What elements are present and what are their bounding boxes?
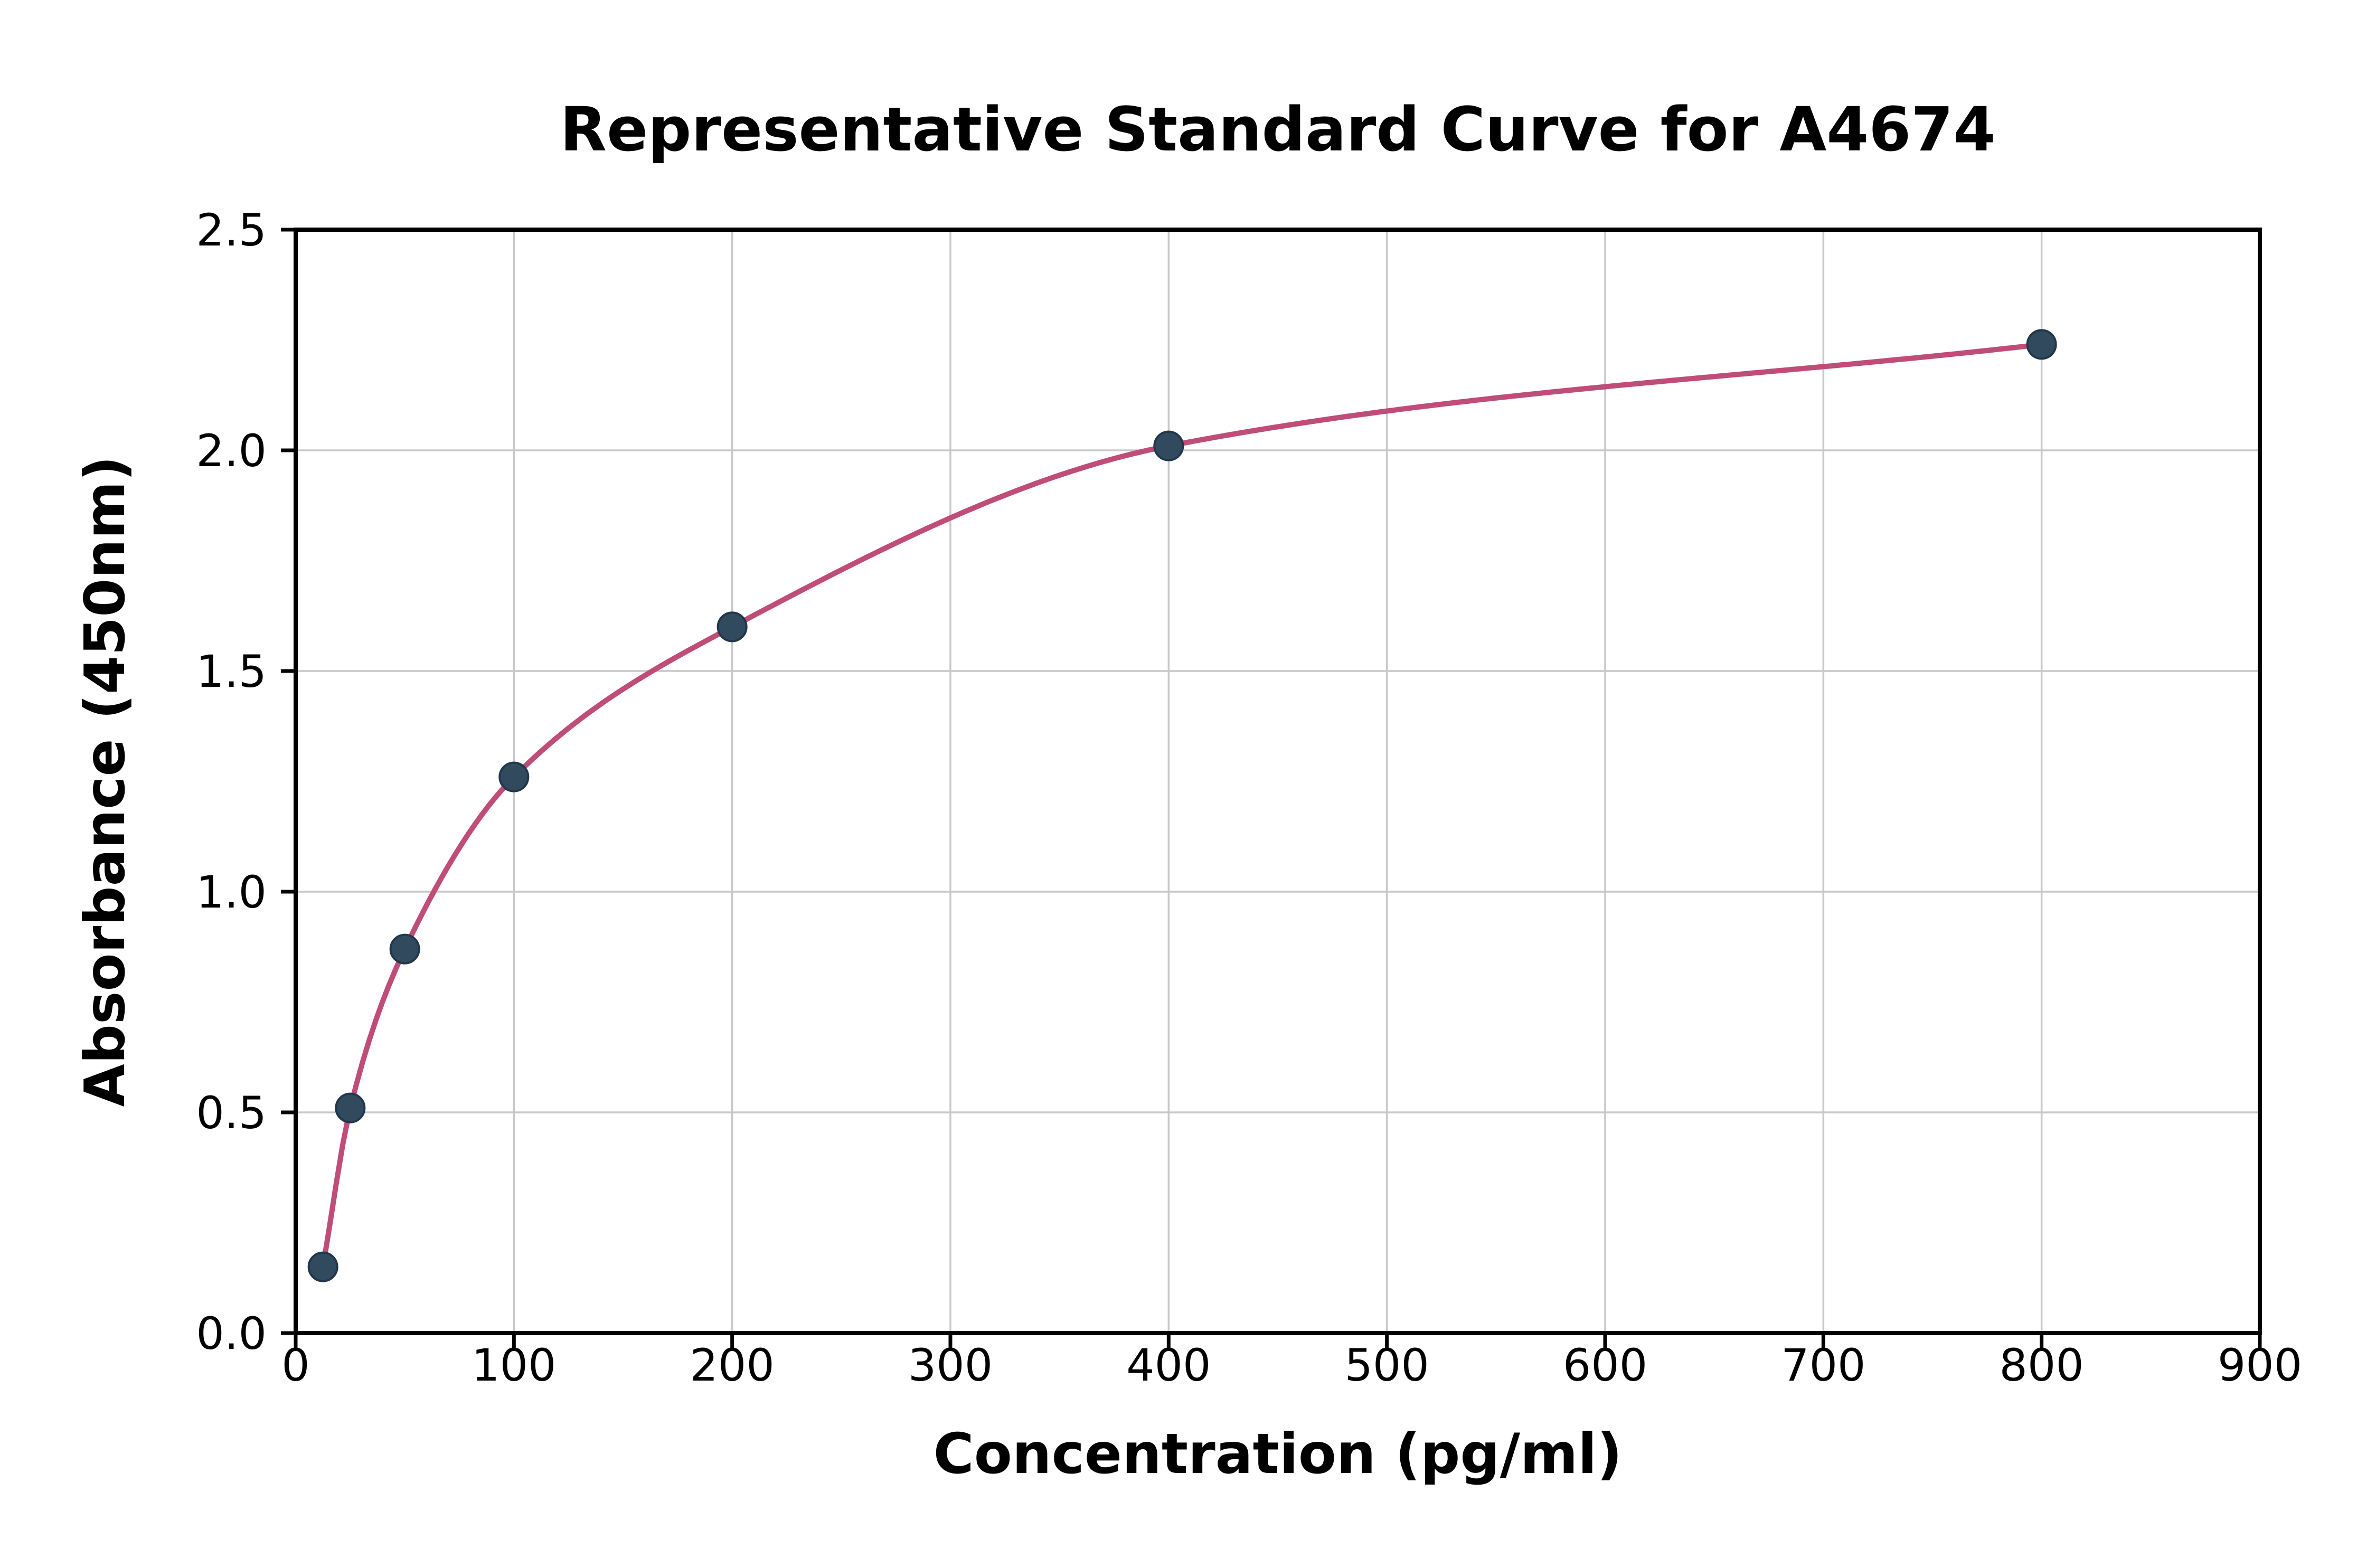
grid-lines [295, 229, 2261, 1334]
x-tick-label: 800 [1999, 1339, 2083, 1391]
x-tick-label: 300 [908, 1339, 993, 1391]
y-tick-label: 2.0 [196, 425, 267, 477]
y-tick-label: 2.5 [196, 204, 267, 256]
y-axis-label: Absorbance (450nm) [73, 456, 137, 1107]
data-point [2026, 329, 2057, 360]
x-tick-label: 600 [1563, 1339, 1647, 1391]
data-point [335, 1092, 366, 1123]
x-axis-label: Concentration (pg/ml) [934, 1422, 1623, 1486]
x-tick-label: 900 [2218, 1339, 2302, 1391]
data-point [716, 611, 748, 643]
fit-curve [320, 342, 2044, 1270]
y-tick-label: 1.5 [196, 646, 267, 697]
data-point [498, 761, 530, 792]
y-tick-label: 0.0 [196, 1308, 267, 1359]
data-point [1153, 430, 1184, 461]
plot-frame [294, 228, 2262, 1335]
y-tick-label: 0.5 [196, 1087, 267, 1139]
x-tick-label: 0 [281, 1339, 309, 1391]
chart-title: Representative Standard Curve for A4674 [560, 95, 1996, 165]
x-tick-label: 700 [1781, 1339, 1865, 1391]
axis-ticks: 0 100 200 300 400 500 600 700 800 900 0.0 0.5 1.0 1.5… [196, 204, 2302, 1391]
plot-layer [307, 329, 2057, 1282]
x-tick-label: 400 [1126, 1339, 1211, 1391]
data-point [389, 933, 420, 965]
x-tick-label: 100 [472, 1339, 556, 1391]
x-tick-label: 200 [690, 1339, 774, 1391]
data-point [307, 1251, 338, 1282]
x-tick-label: 500 [1344, 1339, 1429, 1391]
y-tick-label: 1.0 [196, 866, 267, 918]
